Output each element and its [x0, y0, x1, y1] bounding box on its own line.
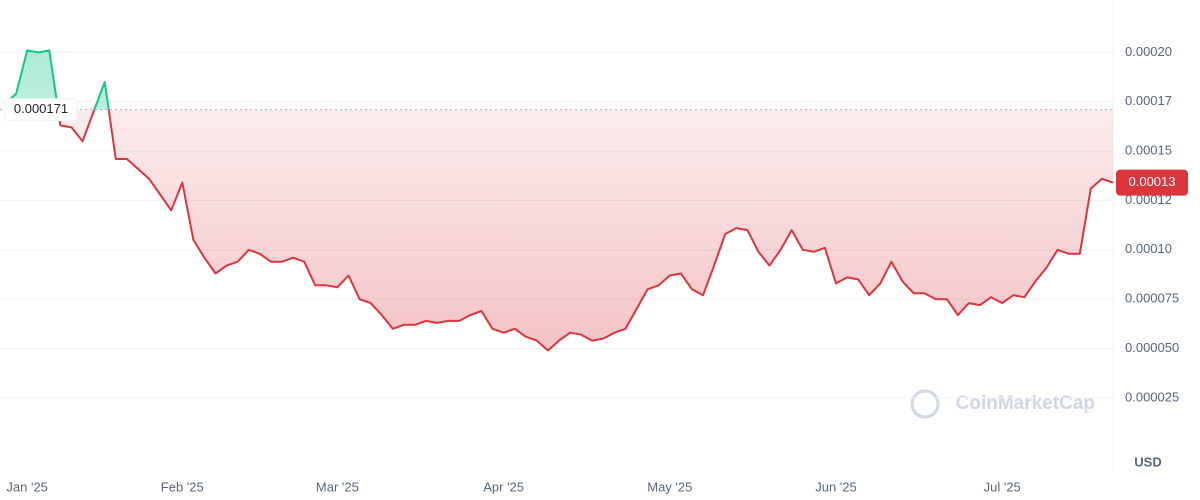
x-tick-label: May '25 [647, 479, 692, 494]
y-tick-label: 0.00020 [1125, 44, 1172, 59]
below-group [57, 109, 1114, 352]
x-tick-label: Mar '25 [316, 479, 359, 494]
x-tick-label: Jul '25 [984, 479, 1021, 494]
baseline-label-box [4, 98, 78, 122]
price-line-down [57, 109, 1114, 352]
watermark: CoinMarketCap [956, 393, 1095, 414]
area-below [58, 109, 1113, 351]
watermark-logo [910, 389, 940, 419]
x-tick-label: Jun '25 [815, 479, 857, 494]
baseline-label: 0.000171 [14, 101, 68, 116]
y-tick-label: 0.000025 [1125, 389, 1179, 404]
y-tick-label: 0.00010 [1125, 241, 1172, 256]
last-price-box [1116, 169, 1188, 196]
y-tick-label: 0.000075 [1125, 291, 1179, 306]
x-tick-label: Jan '25 [6, 479, 48, 494]
y-tick-label: 0.00015 [1125, 143, 1172, 158]
y-tick-label: 0.00017 [1125, 93, 1172, 108]
currency-label: USD [1134, 454, 1161, 469]
last-price-label: 0.00013 [1129, 174, 1176, 189]
y-tick-label: 0.000050 [1125, 340, 1179, 355]
x-tick-label: Feb '25 [161, 479, 204, 494]
x-tick-label: Apr '25 [483, 479, 524, 494]
